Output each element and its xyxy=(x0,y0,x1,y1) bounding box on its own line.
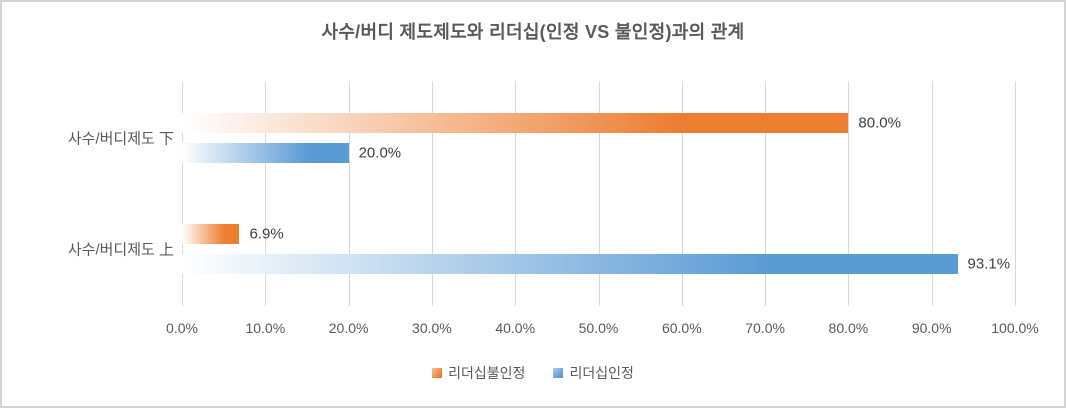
gridline xyxy=(931,81,933,306)
bar-리더십인정-사수/버디제도 下[interactable] xyxy=(182,142,349,163)
data-label: 93.1% xyxy=(967,255,1011,273)
gridline xyxy=(848,81,850,306)
x-tick-label: 50.0% xyxy=(578,320,619,336)
legend-item-리더십불인정[interactable]: 리더십불인정 xyxy=(432,363,525,383)
gridline xyxy=(431,81,433,306)
x-tick-label: 0.0% xyxy=(166,320,198,336)
bar-리더십인정-사수/버디제도 上[interactable] xyxy=(182,254,958,275)
gridline xyxy=(765,81,767,306)
gridline xyxy=(515,81,517,306)
gridline xyxy=(182,81,183,306)
x-tick-label: 20.0% xyxy=(328,320,369,336)
legend: 리더십불인정 리더십인정 xyxy=(2,363,1064,383)
bar-리더십불인정-사수/버디제도 下[interactable] xyxy=(182,112,849,133)
x-tick-label: 10.0% xyxy=(245,320,286,336)
x-tick-label: 70.0% xyxy=(745,320,785,336)
gridline xyxy=(265,81,267,306)
data-label: 80.0% xyxy=(858,114,901,132)
x-tick-label: 90.0% xyxy=(911,320,952,336)
chart-title: 사수/버디 제도제도와 리더십(인정 VS 불인정)과의 관계 xyxy=(321,22,745,42)
gridline xyxy=(348,81,350,306)
gridline xyxy=(598,81,600,306)
gridline xyxy=(1015,81,1016,306)
x-tick-label: 100.0% xyxy=(991,320,1039,336)
x-tick-label: 30.0% xyxy=(412,320,452,336)
legend-label: 리더십불인정 xyxy=(448,365,526,381)
x-tick-label: 80.0% xyxy=(828,320,869,336)
x-tick-label: 60.0% xyxy=(661,320,702,336)
x-tick-label: 40.0% xyxy=(495,320,536,336)
legend-item-리더십인정[interactable]: 리더십인정 xyxy=(553,363,634,383)
legend-label: 리더십인정 xyxy=(569,365,634,381)
legend-marker-icon xyxy=(432,368,443,378)
data-label: 6.9% xyxy=(249,225,284,243)
legend-marker-icon xyxy=(553,368,564,378)
y-category-label: 사수/버디제도 上 xyxy=(67,241,174,259)
bar-리더십불인정-사수/버디제도 上[interactable] xyxy=(182,224,240,245)
data-label: 20.0% xyxy=(358,144,402,162)
gridline xyxy=(681,81,683,306)
y-category-label: 사수/버디제도 下 xyxy=(67,130,174,148)
